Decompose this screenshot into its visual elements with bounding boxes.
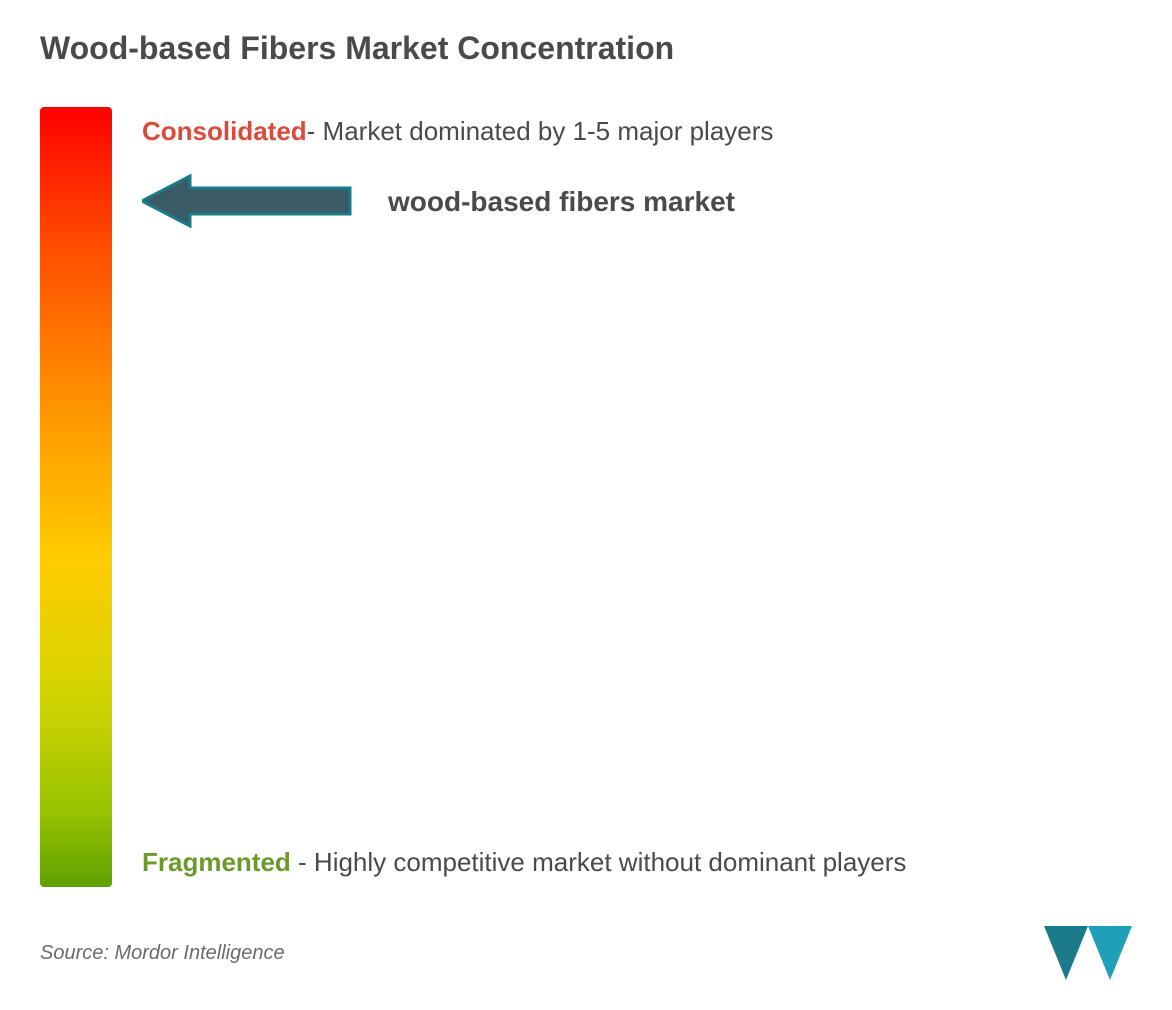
market-name-label: wood-based fibers market	[388, 175, 735, 228]
left-arrow-icon	[142, 174, 352, 228]
footer: Source: Mordor Intelligence	[40, 926, 1132, 980]
chart-title: Wood-based Fibers Market Concentration	[40, 30, 1132, 67]
fragmented-block: Fragmented - Highly competitive market w…	[142, 838, 906, 887]
fragmented-label: Fragmented	[142, 847, 291, 877]
arrow-row: wood-based fibers market	[142, 174, 1132, 228]
source-attribution: Source: Mordor Intelligence	[40, 942, 285, 965]
concentration-gradient-bar	[40, 107, 112, 892]
consolidated-block: Consolidated- Market dominated by 1-5 ma…	[142, 107, 1132, 228]
mordor-logo-icon	[1044, 926, 1132, 980]
content-area: Consolidated- Market dominated by 1-5 ma…	[40, 107, 1132, 892]
fragmented-desc: - Highly competitive market without domi…	[291, 847, 907, 877]
text-column: Consolidated- Market dominated by 1-5 ma…	[142, 107, 1132, 887]
consolidated-label: Consolidated	[142, 116, 307, 146]
consolidated-desc: - Market dominated by 1-5 major players	[307, 116, 774, 146]
